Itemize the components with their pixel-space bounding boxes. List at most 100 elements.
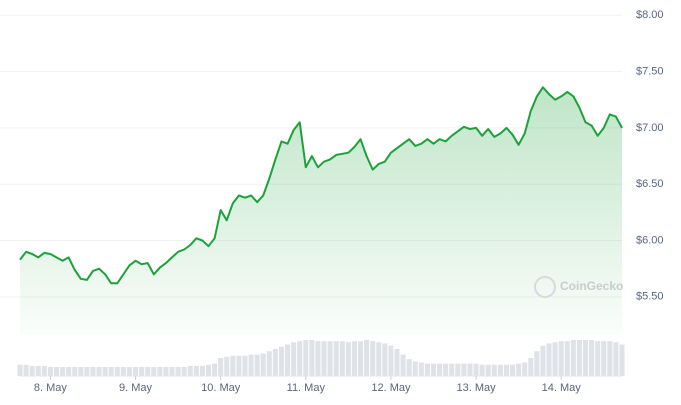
volume-bar (72, 367, 78, 376)
volume-bar (126, 367, 132, 376)
volume-bar (254, 354, 260, 376)
volume-bar (41, 365, 47, 376)
volume-bar (29, 365, 35, 376)
volume-bar (424, 363, 430, 376)
volume-bar (540, 345, 546, 376)
volume-bar (181, 367, 187, 376)
y-tick-label: $5.50 (636, 291, 664, 303)
x-tick-label: 12. May (371, 382, 411, 394)
volume-bar (522, 362, 528, 376)
volume-bar (449, 363, 455, 376)
volume-bar (467, 363, 473, 376)
volume-bar (35, 365, 41, 376)
volume-bar (212, 363, 218, 376)
volume-bar (376, 342, 382, 376)
volume-bar (333, 341, 339, 376)
volume-bar (619, 344, 625, 376)
price-area (20, 87, 622, 335)
volume-bar (345, 342, 351, 376)
volume-bar (516, 363, 522, 376)
volume-bar (412, 361, 418, 376)
x-tick-label: 10. May (201, 382, 241, 394)
volume-bar (327, 341, 333, 376)
volume-bar (437, 363, 443, 376)
volume-bar (576, 340, 582, 376)
volume-bar (266, 351, 272, 376)
volume-bar (96, 367, 102, 376)
volume-bar (303, 340, 309, 376)
volume-bar (491, 364, 497, 376)
volume-bar (53, 367, 60, 376)
volume-bar (582, 340, 589, 376)
volume-bar (151, 367, 157, 376)
volume-bar (315, 341, 321, 376)
volume-bar (285, 344, 291, 376)
volume-bar (248, 354, 254, 376)
volume-bar (339, 341, 345, 376)
volume-bar (230, 355, 236, 376)
volume-bar (90, 367, 96, 376)
volume-bar (430, 363, 437, 376)
volume-bar (510, 364, 516, 376)
volume-bar (351, 341, 357, 376)
volume-bar (485, 364, 491, 376)
volume-bar (321, 341, 327, 376)
volume-bar (187, 365, 193, 376)
volume-bar (613, 342, 619, 376)
y-tick-label: $7.00 (636, 122, 664, 134)
volume-bar (595, 341, 601, 376)
y-tick-label: $6.00 (636, 234, 664, 246)
volume-bar (260, 353, 266, 376)
volume-bar (546, 343, 552, 376)
volume-bar (406, 359, 412, 376)
volume-bar (157, 367, 163, 376)
volume-bar (139, 367, 145, 376)
volume-bar (272, 349, 278, 376)
price-line (19, 86, 623, 285)
watermark: CoinGecko (534, 276, 623, 298)
volume-bar (132, 367, 139, 376)
volume-bar (418, 362, 424, 376)
volume-bar (23, 364, 29, 376)
watermark-text: CoinGecko (560, 279, 623, 293)
volume-bar (357, 341, 364, 376)
volume-bar (78, 367, 84, 376)
volume-bar (278, 346, 285, 376)
volume-bar (528, 358, 534, 376)
volume-bar (224, 356, 230, 376)
volume-bar (382, 343, 388, 376)
volume-bar (473, 363, 479, 376)
volume-bar (534, 351, 540, 376)
volume-bar (218, 358, 224, 376)
volume-bar (564, 341, 570, 376)
x-tick-label: 14. May (542, 382, 582, 394)
volume-bar (102, 367, 108, 376)
volume-bar (114, 367, 120, 376)
y-tick-label: $7.50 (636, 65, 664, 77)
volume-bar (400, 354, 406, 376)
volume-bar (236, 355, 242, 376)
volume-bar (309, 340, 315, 376)
volume-bar (503, 364, 510, 376)
volume-bar (497, 364, 503, 376)
y-tick-label: $8.00 (636, 9, 664, 21)
volume-bar (291, 342, 297, 376)
volume-bar (60, 367, 66, 376)
volume-bar (589, 340, 595, 376)
volume-bar (175, 367, 181, 376)
volume-bar (394, 349, 400, 376)
volume-bar (242, 355, 248, 376)
x-tick-label: 11. May (287, 382, 326, 394)
volume-bar (552, 342, 558, 376)
volume-bar (443, 363, 449, 376)
volume-bar (388, 345, 394, 376)
y-tick-label: $6.50 (636, 178, 664, 190)
volume-bar (364, 340, 370, 376)
volume-bar (145, 367, 151, 376)
volume-bar (120, 367, 126, 376)
volume-bar (601, 341, 607, 376)
volume-bar (479, 364, 485, 376)
x-tick-label: 13. May (456, 382, 496, 394)
x-tick-label: 8. May (34, 382, 68, 394)
